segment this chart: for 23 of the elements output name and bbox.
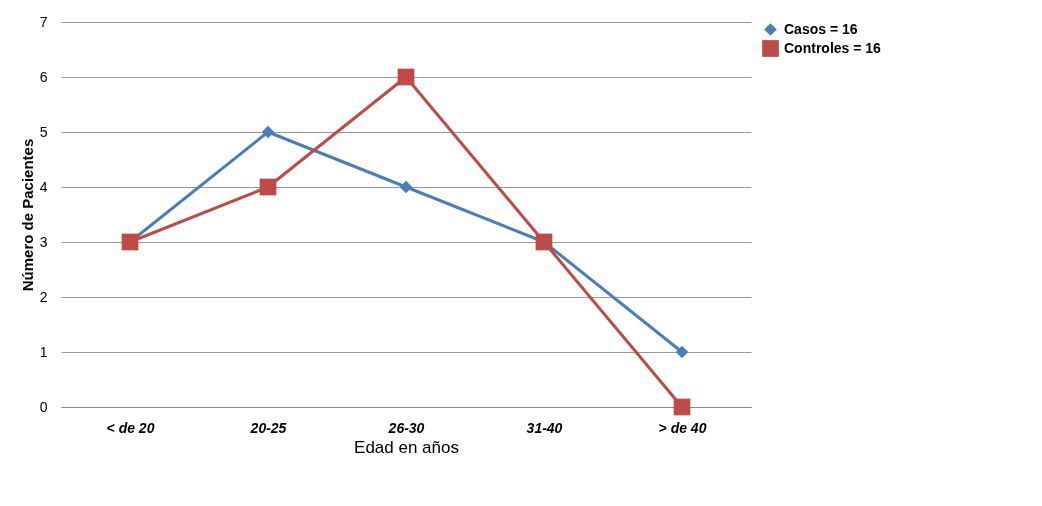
x-tick-label: < de 20	[106, 419, 155, 436]
legend-label: Casos = 16	[784, 20, 858, 37]
legend-label: Controles = 16	[784, 39, 882, 56]
y-tick-label: 6	[39, 68, 48, 85]
x-tick-label: 26-30	[387, 419, 425, 436]
point	[259, 178, 277, 196]
point	[399, 180, 413, 194]
y-tick-label: 2	[39, 288, 48, 305]
y-tick-label: 4	[39, 178, 48, 195]
x-axis-title: Edad en años	[354, 437, 459, 457]
point	[675, 345, 689, 359]
y-tick-label: 5	[39, 123, 48, 140]
x-tick-label: > de 40	[658, 419, 707, 436]
x-tick-label: 20-25	[249, 419, 287, 436]
point	[261, 125, 275, 139]
y-tick-label: 3	[39, 233, 48, 250]
y-tick-label: 7	[39, 13, 48, 30]
y-tick-label: 1	[39, 343, 48, 360]
y-tick-label: 0	[39, 398, 48, 415]
point	[397, 68, 415, 86]
y-axis-title: Número de Pacientes	[18, 138, 36, 292]
x-tick-label: 31-40	[526, 419, 563, 436]
point	[673, 398, 691, 416]
